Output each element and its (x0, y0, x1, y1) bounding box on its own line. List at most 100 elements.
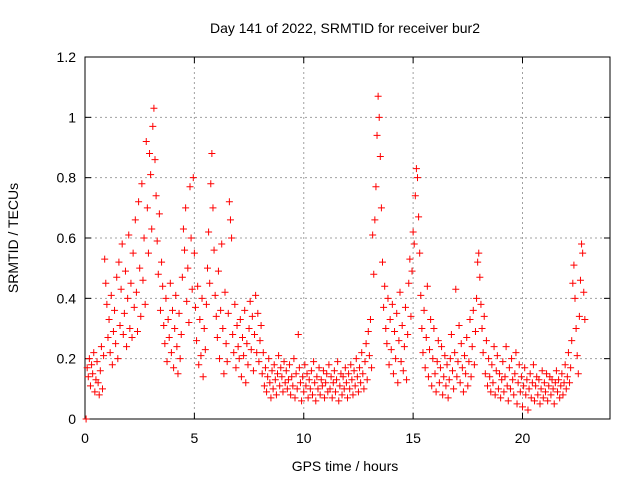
data-point (362, 340, 370, 348)
data-point (462, 370, 470, 378)
data-point (496, 370, 504, 378)
data-point (506, 385, 514, 393)
data-point (407, 312, 415, 320)
data-point (369, 231, 377, 239)
data-point (500, 388, 508, 396)
data-point (148, 225, 156, 233)
data-point (296, 379, 304, 387)
data-point (137, 312, 145, 320)
data-point (165, 334, 173, 342)
data-point (125, 231, 133, 239)
data-point (338, 391, 346, 399)
data-point (198, 294, 206, 302)
data-point (572, 325, 580, 332)
data-point (265, 355, 273, 363)
data-point (444, 394, 452, 402)
data-point (284, 376, 292, 384)
data-point (539, 394, 547, 402)
data-point (174, 370, 182, 378)
data-point (534, 391, 542, 399)
data-point (368, 364, 376, 372)
data-point (281, 379, 289, 387)
data-point (427, 315, 435, 323)
data-point (416, 249, 424, 257)
data-point (171, 325, 179, 332)
data-point (179, 225, 187, 233)
data-point (436, 364, 444, 372)
data-point (528, 379, 536, 387)
data-point (449, 367, 456, 375)
data-point (288, 373, 296, 381)
data-point (415, 213, 423, 221)
data-point (152, 192, 160, 200)
data-point (525, 385, 533, 393)
data-point (474, 258, 482, 266)
data-point (503, 382, 511, 390)
data-point (156, 306, 164, 314)
data-point (430, 325, 438, 332)
data-point (375, 113, 383, 121)
data-point (229, 331, 237, 339)
data-point (513, 400, 521, 408)
data-point (286, 361, 294, 369)
data-point (464, 382, 472, 390)
data-point (276, 382, 284, 390)
data-point (479, 349, 487, 357)
data-point (162, 294, 170, 302)
data-point (230, 349, 238, 357)
data-point (398, 321, 406, 329)
data-point (468, 343, 476, 351)
data-point (207, 180, 215, 188)
data-point (194, 282, 202, 290)
data-point (153, 237, 161, 245)
data-point (400, 343, 408, 351)
data-point (524, 406, 532, 414)
data-point (551, 379, 559, 387)
data-point (458, 364, 466, 372)
data-point (182, 204, 190, 212)
data-point (348, 376, 356, 384)
data-point (217, 306, 225, 314)
data-point (342, 379, 350, 387)
data-point (456, 379, 464, 387)
data-point (376, 153, 384, 161)
data-point (359, 370, 367, 378)
data-point (322, 379, 330, 387)
data-point (294, 331, 302, 339)
data-point (559, 391, 567, 399)
data-point (405, 279, 413, 287)
data-point (314, 385, 322, 393)
data-point (323, 370, 331, 378)
data-point (225, 198, 233, 206)
data-point (226, 216, 234, 224)
data-point (224, 309, 232, 317)
data-point (391, 328, 399, 336)
data-point (544, 397, 552, 405)
data-point (393, 309, 401, 317)
data-point (108, 361, 116, 369)
data-point (357, 379, 365, 387)
data-point (223, 358, 231, 366)
data-point (275, 352, 283, 360)
data-point (159, 282, 167, 290)
data-point (201, 346, 209, 354)
y-tick-label: 1.2 (57, 49, 77, 65)
data-point (508, 355, 516, 363)
data-point (478, 325, 486, 332)
data-point (517, 373, 525, 381)
data-point (202, 300, 210, 308)
data-point (261, 364, 269, 372)
data-point (537, 385, 545, 393)
data-point (289, 382, 297, 390)
data-point (457, 340, 465, 348)
data-point (541, 388, 549, 396)
data-point (461, 352, 469, 360)
data-point (167, 349, 175, 357)
data-point (581, 315, 589, 323)
data-point (205, 228, 213, 236)
data-point (175, 309, 183, 317)
data-point (244, 361, 252, 369)
data-point (317, 376, 325, 384)
data-point (300, 388, 308, 396)
